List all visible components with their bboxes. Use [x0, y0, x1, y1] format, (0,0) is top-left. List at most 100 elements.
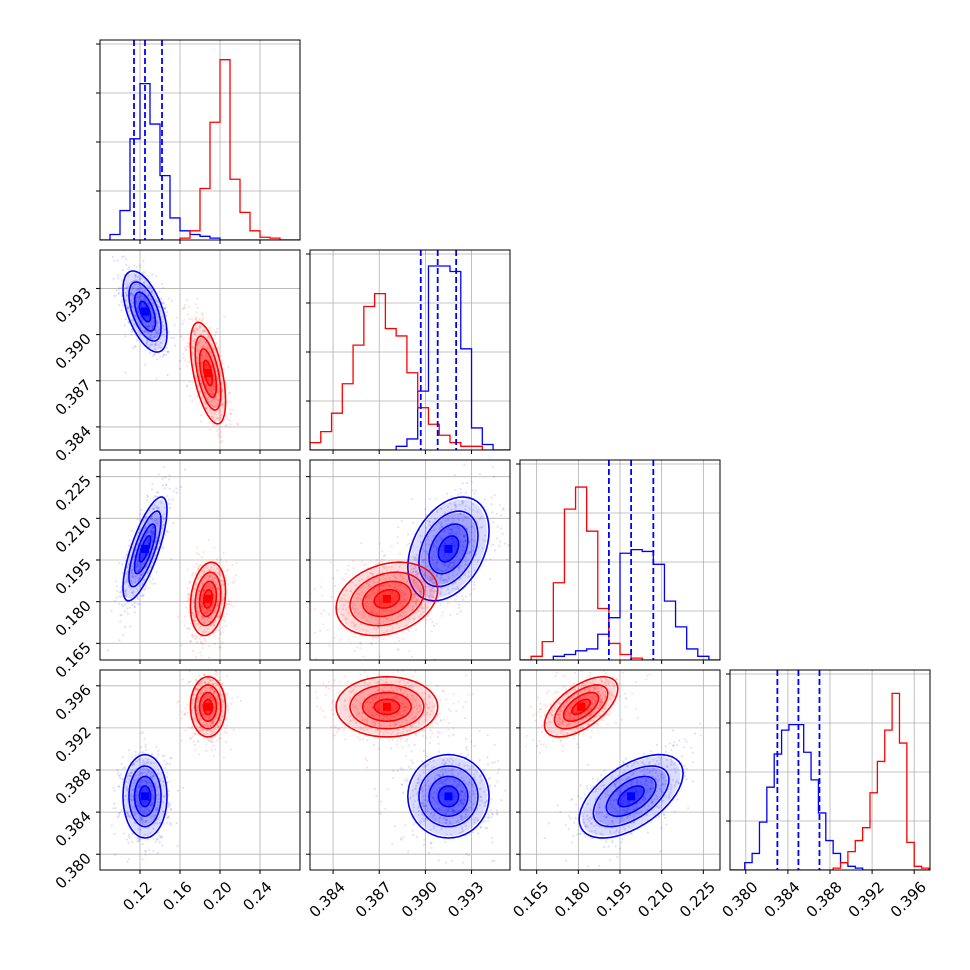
scatter-point-blue [414, 558, 417, 562]
scatter-point-blue [496, 771, 499, 774]
scatter-point-blue [444, 578, 447, 581]
scatter-point-red [212, 621, 215, 624]
scatter-point-blue [463, 535, 466, 538]
scatter-point-red [218, 419, 221, 422]
scatter-point-blue [145, 525, 148, 528]
scatter-point-red [429, 593, 433, 596]
scatter-point-blue [135, 794, 138, 797]
scatter-point-blue [131, 788, 134, 791]
scatter-point-red [419, 593, 422, 596]
scatter-point-red [404, 615, 407, 618]
scatter-point-red [214, 403, 217, 406]
scatter-point-red [423, 604, 426, 607]
scatter-point-blue [445, 861, 448, 864]
scatter-point-red [208, 585, 211, 588]
scatter-point-red [392, 582, 395, 585]
scatter-point-blue [491, 465, 494, 468]
scatter-point-blue [439, 586, 442, 589]
scatter-point-red [211, 404, 214, 407]
scatter-point-blue [130, 292, 133, 295]
scatter-point-blue [135, 266, 138, 269]
scatter-point-red [189, 640, 192, 643]
scatter-point-red [225, 612, 228, 616]
scatter-point-red [399, 591, 402, 594]
scatter-point-blue [150, 331, 153, 334]
scatter-point-red [205, 630, 208, 633]
scatter-point-red [352, 622, 355, 625]
scatter-point-red [203, 590, 206, 593]
scatter-point-blue [158, 290, 161, 293]
scatter-point-red [375, 563, 378, 566]
panel-content [100, 250, 300, 459]
scatter-point-red [385, 630, 388, 633]
scatter-point-red [417, 609, 420, 612]
scatter-point-blue [146, 540, 149, 543]
scatter-point-red [208, 609, 211, 612]
scatter-point-blue [135, 565, 138, 569]
scatter-point-blue [421, 559, 424, 562]
scatter-point-red [416, 598, 419, 601]
scatter-point-blue [428, 524, 431, 527]
scatter-point-red [344, 599, 347, 602]
scatter-point-blue [145, 781, 149, 784]
scatter-point-blue [446, 528, 449, 531]
scatter-point-blue [133, 323, 136, 327]
scatter-point-blue [146, 325, 149, 328]
scatter-point-red [229, 408, 232, 411]
scatter-point-red [219, 632, 222, 635]
scatter-point-blue [461, 553, 464, 556]
scatter-point-blue [137, 827, 140, 830]
scatter-point-blue [151, 534, 154, 537]
scatter-point-blue [167, 805, 170, 809]
scatter-point-blue [151, 355, 155, 358]
scatter-point-red [369, 572, 372, 575]
scatter-point-blue [137, 287, 140, 290]
scatter-point-red [399, 583, 402, 586]
scatter-point-red [216, 398, 219, 401]
scatter-point-red [226, 570, 229, 573]
scatter-point-red [208, 587, 212, 590]
scatter-point-red [409, 578, 412, 581]
scatter-point-blue [136, 559, 139, 562]
scatter-point-blue [152, 525, 155, 528]
scatter-point-red [202, 457, 204, 459]
scatter-point-red [415, 570, 418, 573]
scatter-point-red [224, 731, 227, 734]
scatter-point-red [218, 364, 221, 367]
scatter-point-blue [144, 363, 147, 366]
scatter-point-blue [159, 779, 162, 782]
scatter-point-blue [132, 784, 135, 787]
scatter-point-red [401, 594, 404, 597]
scatter-point-blue [462, 535, 465, 538]
scatter-point-blue [126, 774, 129, 777]
scatter-point-red [216, 377, 220, 380]
scatter-point-red [196, 328, 199, 331]
scatter-point-blue [168, 780, 171, 783]
scatter-point-red [214, 571, 217, 574]
scatter-point-red [226, 692, 229, 696]
scatter-point-blue [447, 566, 450, 569]
scatter-point-blue [440, 507, 443, 510]
scatter-point-blue [162, 795, 165, 798]
scatter-point-red [431, 570, 435, 573]
scatter-point-blue [491, 511, 494, 514]
scatter-point-blue [500, 527, 503, 530]
scatter-point-blue [164, 483, 167, 486]
scatter-point-blue [151, 488, 154, 491]
scatter-point-blue [422, 610, 425, 613]
scatter-point-blue [443, 578, 446, 581]
scatter-point-blue [455, 543, 458, 546]
scatter-point-red [413, 596, 416, 599]
scatter-point-blue [140, 771, 143, 774]
scatter-point-blue [136, 804, 139, 807]
scatter-point-blue [113, 789, 116, 792]
scatter-point-blue [152, 526, 155, 529]
scatter-point-red [391, 591, 394, 594]
scatter-point-blue [430, 529, 433, 532]
scatter-point-blue [453, 545, 456, 548]
scatter-point-blue [123, 582, 127, 585]
scatter-point-blue [468, 507, 471, 510]
scatter-point-red [377, 581, 380, 584]
scatter-point-blue [154, 331, 157, 334]
scatter-point-blue [151, 326, 154, 329]
